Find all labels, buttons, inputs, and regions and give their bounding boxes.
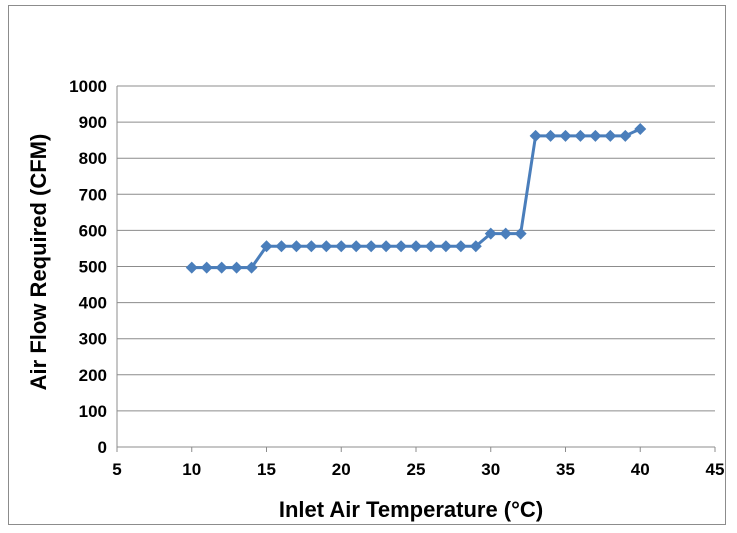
x-tick-label: 30 [481,460,500,479]
x-tick-label: 40 [631,460,650,479]
y-tick-label: 600 [79,221,107,240]
y-tick-label: 500 [79,258,107,277]
data-point-marker [365,240,378,253]
y-tick-label: 300 [79,330,107,349]
axes [116,86,716,452]
y-tick-label: 800 [79,149,107,168]
data-point-marker [335,240,348,253]
data-point-marker [245,261,258,274]
y-axis-title: Air Flow Required (CFM) [26,134,51,391]
data-point-marker [305,240,318,253]
y-tick-labels: 0 100 200 300 400 500 600 700 800 900 1000 [69,77,107,457]
data-point-marker [499,227,512,240]
x-tick-label: 15 [257,460,276,479]
x-tick-label: 25 [407,460,426,479]
data-point-marker [215,261,228,274]
x-tick-labels: 5 10 15 20 25 30 35 40 45 [112,460,724,479]
data-point-marker [350,240,363,253]
y-tick-label: 100 [79,402,107,421]
y-tick-label: 700 [79,185,107,204]
y-tick-label: 900 [79,113,107,132]
x-axis-title: Inlet Air Temperature (°C) [279,497,543,522]
data-point-marker [185,261,198,274]
y-tick-label: 0 [98,438,107,457]
data-point-marker [619,129,632,142]
x-tick-label: 10 [182,460,201,479]
data-point-marker [514,227,527,240]
x-tick-label: 45 [706,460,725,479]
data-point-marker [604,129,617,142]
data-point-marker [439,240,452,253]
x-tick-label: 5 [112,460,121,479]
data-point-marker [275,240,288,253]
data-point-marker [200,261,213,274]
data-point-marker [634,122,647,135]
data-point-marker [290,240,303,253]
data-point-marker [559,129,572,142]
data-point-marker [484,227,497,240]
data-point-marker [529,129,542,142]
data-point-marker [410,240,422,253]
data-point-marker [260,240,273,253]
data-point-marker [589,129,602,142]
data-point-marker [544,129,557,142]
data-point-marker [469,240,482,253]
data-point-marker [380,240,393,253]
x-tick-label: 20 [332,460,351,479]
data-point-marker [424,240,437,253]
y-tick-label: 400 [79,294,107,313]
data-series [185,122,647,274]
data-point-marker [230,261,243,274]
y-tick-label: 200 [79,366,107,385]
gridlines [117,85,715,412]
chart-frame [8,5,726,525]
x-tick-label: 35 [556,460,575,479]
data-point-marker [395,240,408,253]
y-tick-label: 1000 [69,77,107,96]
data-point-marker [454,240,467,253]
data-point-marker [574,129,587,142]
data-point-marker [320,240,333,253]
